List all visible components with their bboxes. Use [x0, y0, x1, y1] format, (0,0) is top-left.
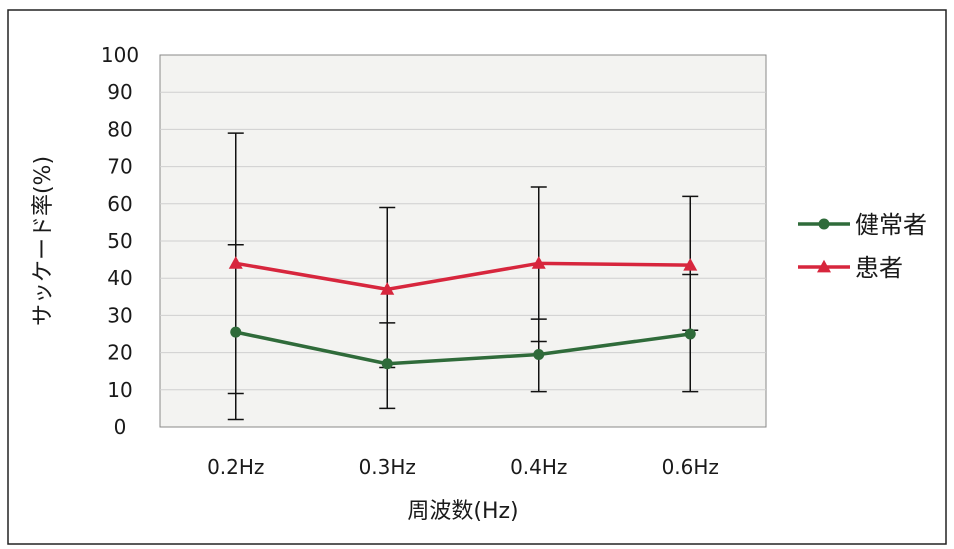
data-point: [683, 257, 698, 271]
y-tick-label: 10: [107, 378, 132, 402]
legend-marker: [818, 218, 830, 230]
y-tick-label: 80: [107, 117, 132, 141]
data-point: [684, 328, 696, 340]
legend-marker: [817, 259, 831, 273]
legend-label: 健常者: [855, 211, 927, 239]
x-tick-label: 0.2Hz: [207, 455, 264, 479]
series-lines: [235, 261, 691, 366]
y-axis-title: サッケード率(%): [31, 156, 56, 326]
y-tick-label: 30: [107, 303, 132, 327]
series-line-1: [235, 330, 691, 366]
data-point: [230, 326, 242, 338]
x-tick-label: 0.6Hz: [662, 455, 719, 479]
y-tick-label: 0: [114, 415, 127, 439]
x-axis-title: 周波数(Hz): [407, 499, 518, 524]
data-point: [381, 358, 393, 370]
y-tick-label: 60: [107, 192, 132, 216]
data-point: [531, 256, 546, 269]
data-point: [228, 256, 243, 269]
x-tick-label: 0.3Hz: [359, 455, 416, 479]
series-line-2: [235, 261, 691, 292]
y-tick-label: 20: [107, 341, 132, 365]
y-tick-label: 40: [107, 266, 132, 290]
x-axis-ticks: 0.2Hz 0.3Hz 0.4Hz 0.6Hz: [207, 455, 719, 479]
y-tick-label: 100: [101, 43, 139, 67]
legend-label: 患者: [855, 254, 903, 282]
y-axis-ticks: 0 10 20 30 40 50 60 70 80 90 100: [101, 43, 139, 439]
gridlines: [160, 91, 766, 391]
data-point: [533, 348, 545, 360]
x-tick-label: 0.4Hz: [510, 455, 567, 479]
y-tick-label: 70: [107, 155, 132, 179]
data-point: [380, 282, 395, 295]
series-markers: [228, 256, 698, 370]
y-tick-label: 90: [107, 80, 132, 104]
y-tick-label: 50: [107, 229, 132, 253]
